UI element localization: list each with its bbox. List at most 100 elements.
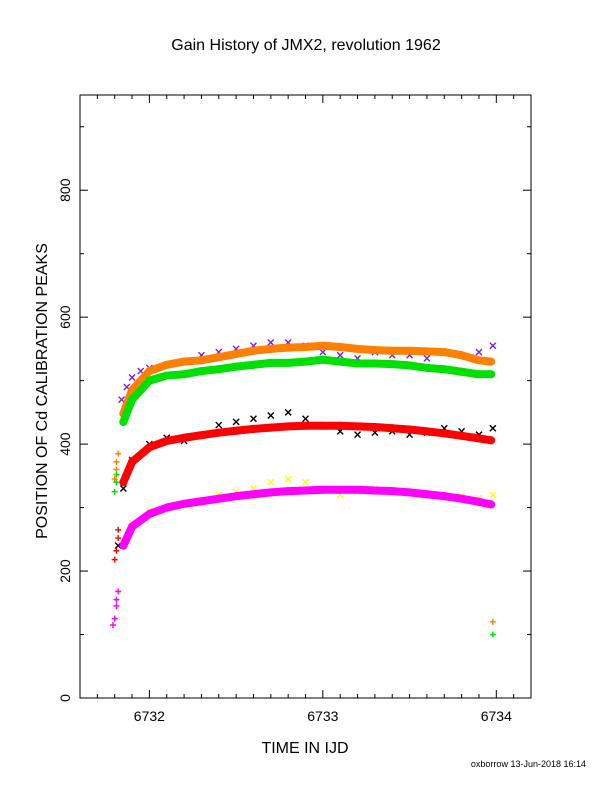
data-point	[119, 485, 127, 493]
data-point	[422, 347, 431, 356]
data-point	[318, 341, 327, 350]
data-point	[353, 344, 362, 353]
data-point	[111, 476, 118, 483]
series-line	[119, 485, 496, 550]
data-point	[232, 418, 240, 426]
data-point	[119, 417, 128, 426]
series-1	[119, 341, 496, 418]
data-point	[489, 618, 496, 625]
data-point	[336, 342, 345, 351]
data-point	[457, 351, 466, 360]
data-point	[113, 471, 120, 478]
data-point	[318, 421, 327, 430]
data-point	[111, 615, 118, 622]
data-point	[405, 425, 414, 434]
x-tick-label: 6732	[134, 708, 165, 724]
data-point	[113, 466, 120, 473]
data-point	[336, 357, 345, 366]
data-point	[113, 458, 120, 465]
data-point	[336, 351, 344, 359]
data-point	[487, 370, 496, 379]
data-point	[145, 509, 154, 518]
data-point	[266, 344, 275, 353]
data-point	[214, 428, 223, 437]
data-point	[115, 588, 122, 595]
data-point	[162, 360, 171, 369]
data-point	[232, 492, 241, 501]
data-point	[370, 422, 379, 431]
data-point	[284, 343, 293, 352]
data-point	[267, 412, 275, 420]
data-point	[128, 522, 137, 531]
data-point	[197, 356, 206, 365]
data-point	[474, 434, 483, 443]
y-tick-label: 200	[57, 559, 73, 583]
data-point	[405, 488, 414, 497]
data-point	[113, 479, 120, 486]
data-point	[336, 421, 345, 430]
data-point	[422, 427, 431, 436]
data-point	[301, 342, 310, 351]
series-10	[109, 588, 122, 629]
data-point	[162, 503, 171, 512]
series-8	[111, 471, 496, 638]
data-point	[302, 478, 309, 486]
data-point	[284, 408, 292, 416]
data-point	[475, 348, 483, 356]
data-point	[318, 355, 327, 364]
data-point	[266, 423, 275, 432]
series-2	[119, 355, 496, 426]
footer-credit: oxborrow 13-Jun-2018 16:14	[470, 759, 586, 769]
y-axis-label: POSITION OF Cd CALIBRATION PEAKS	[34, 243, 51, 539]
data-point	[249, 424, 258, 433]
data-point	[115, 535, 122, 542]
data-point	[457, 431, 466, 440]
data-point	[119, 478, 128, 487]
data-point	[284, 475, 292, 483]
data-point	[113, 547, 120, 554]
data-point	[214, 353, 223, 362]
y-tick-label: 800	[57, 178, 73, 202]
data-point	[336, 485, 345, 494]
data-point	[232, 362, 241, 371]
data-point	[474, 497, 483, 506]
data-point	[422, 490, 431, 499]
data-point	[487, 436, 496, 445]
data-point	[180, 357, 189, 366]
data-point	[487, 500, 496, 509]
data-point	[388, 424, 397, 433]
data-point	[284, 487, 293, 496]
series-line	[119, 421, 496, 487]
data-point	[388, 360, 397, 369]
data-point	[474, 356, 483, 365]
data-point	[319, 348, 327, 356]
data-point	[440, 492, 449, 501]
data-point	[197, 497, 206, 506]
data-point	[388, 346, 397, 355]
data-point	[489, 424, 497, 432]
data-point	[113, 602, 120, 609]
data-point	[487, 357, 496, 366]
data-point	[318, 485, 327, 494]
data-point	[489, 342, 497, 350]
data-point	[422, 363, 431, 372]
data-point	[109, 622, 116, 629]
data-point	[113, 596, 120, 603]
data-point	[119, 541, 128, 550]
data-point	[353, 422, 362, 431]
data-point	[249, 346, 258, 355]
data-layer	[109, 339, 497, 638]
data-point	[440, 348, 449, 357]
data-point	[457, 494, 466, 503]
data-point	[128, 457, 137, 466]
data-point	[115, 526, 122, 533]
data-point	[214, 365, 223, 374]
data-point	[370, 486, 379, 495]
data-point	[284, 422, 293, 431]
data-point	[301, 486, 310, 495]
data-point	[249, 360, 258, 369]
data-point	[301, 357, 310, 366]
series-4	[119, 421, 496, 487]
data-point	[249, 490, 258, 499]
